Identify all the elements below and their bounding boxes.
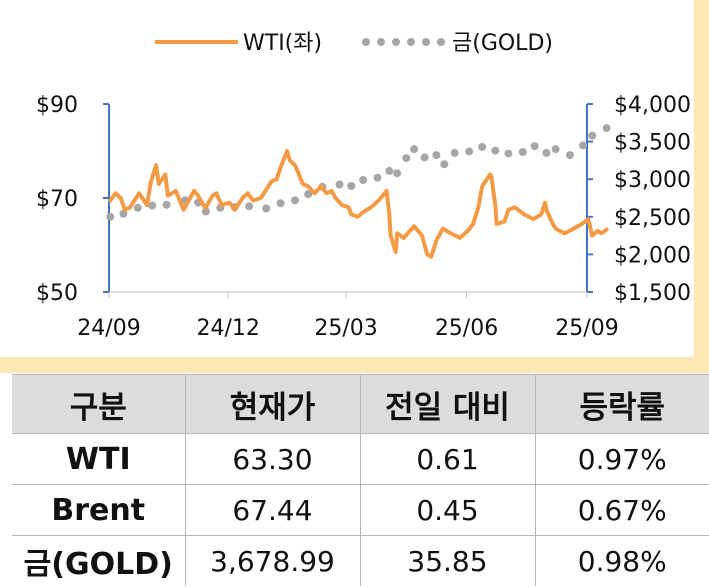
current-price-cell: 3,678.99 — [184, 535, 361, 586]
gold-point — [162, 200, 171, 209]
gold-point — [373, 173, 382, 182]
gold-point — [465, 147, 474, 156]
x-axis-tick-label: 24/12 — [196, 316, 259, 341]
gold-point — [566, 151, 574, 160]
gold-point — [579, 141, 588, 150]
gold-point — [359, 176, 368, 184]
gold-point — [491, 146, 500, 155]
gold-point — [276, 199, 285, 208]
left-axis-tick-label: $50 — [36, 281, 78, 306]
change-rate-cell: 0.98% — [534, 535, 709, 586]
table-row: Brent 67.44 0.45 0.67% — [12, 484, 709, 536]
x-axis-tick-label: 25/09 — [555, 316, 618, 341]
change-cell: 0.45 — [359, 484, 536, 536]
gold-point — [420, 153, 429, 162]
gold-point — [335, 180, 344, 189]
gold-point — [551, 145, 560, 154]
right-axis-tick-label: $2,500 — [614, 206, 691, 231]
header-category: 구분 — [12, 374, 186, 434]
legend-gold-swatch-dot — [407, 38, 415, 46]
gold-point — [119, 209, 128, 218]
gold-point — [291, 196, 299, 205]
right-axis-tick-label: $1,500 — [614, 281, 691, 306]
gold-point — [542, 148, 551, 157]
chart-panel: $90 $70 $50 $4,000 $3,500 $3,000 $2,500 $2,000 $… — [36, 31, 691, 341]
gold-point — [385, 166, 394, 175]
table-row: 금(GOLD) 3,678.99 35.85 0.98% — [12, 535, 709, 586]
gold-point — [450, 148, 459, 157]
chart-separator-band — [0, 357, 709, 373]
left-axis-tick-label: $70 — [36, 187, 78, 212]
gold-point — [440, 160, 449, 169]
gold-point — [402, 154, 411, 163]
legend-gold-label: 금(GOLD) — [452, 31, 553, 56]
change-cell: 35.85 — [359, 535, 536, 586]
gold-point — [393, 169, 402, 178]
right-axis-tick-label: $4,000 — [614, 93, 691, 118]
gold-point — [518, 148, 527, 157]
gold-point — [304, 190, 313, 199]
price-table-wrapper: 구분 현재가 전일 대비 등락률 WTI 63.30 0.61 0.97% Br… — [12, 374, 709, 587]
gold-point — [245, 202, 254, 211]
legend-gold-swatch-dot — [362, 38, 370, 46]
gold-point — [602, 124, 611, 133]
gold-point — [478, 142, 487, 151]
gold-point — [148, 201, 157, 210]
row-label: Brent — [12, 484, 186, 536]
gold-point — [262, 204, 271, 213]
gold-point — [133, 203, 142, 212]
header-change: 전일 대비 — [359, 374, 536, 434]
gold-point — [106, 212, 115, 221]
legend-wti-label: WTI(좌) — [243, 31, 322, 56]
x-axis-tick-label: 25/03 — [314, 316, 377, 341]
current-price-cell: 63.30 — [184, 433, 361, 485]
x-axis-tick-label: 24/09 — [77, 316, 140, 341]
change-rate-cell: 0.97% — [534, 433, 709, 485]
gold-point — [201, 207, 210, 216]
x-axis-tick-label: 25/06 — [435, 316, 498, 341]
wti-line — [108, 149, 609, 259]
current-price-cell: 67.44 — [184, 484, 361, 536]
left-axis-tick-label: $90 — [36, 93, 78, 118]
right-axis-tick-label: $2,000 — [614, 243, 691, 268]
legend-gold-swatch-dot — [377, 38, 385, 46]
right-axis-tick-label: $3,000 — [614, 168, 691, 193]
right-axis-tick-label: $3,500 — [614, 131, 691, 156]
row-label: 금(GOLD) — [12, 535, 186, 586]
gold-point — [504, 149, 513, 158]
legend-gold-swatch-dot — [437, 38, 445, 46]
legend-gold-swatch-dot — [422, 38, 430, 46]
table-row: WTI 63.30 0.61 0.97% — [12, 433, 709, 485]
price-table: 구분 현재가 전일 대비 등락률 WTI 63.30 0.61 0.97% Br… — [12, 374, 709, 586]
header-change-rate: 등락률 — [534, 374, 709, 434]
gold-point — [588, 131, 597, 140]
chart-border-strip — [694, 0, 709, 360]
header-current-price: 현재가 — [184, 374, 361, 434]
gold-point — [432, 151, 441, 160]
change-rate-cell: 0.67% — [534, 484, 709, 536]
gold-point — [410, 145, 419, 154]
gold-point — [530, 142, 539, 151]
gold-point — [347, 182, 356, 190]
legend-gold-swatch-dot — [392, 38, 400, 46]
row-label: WTI — [12, 433, 186, 485]
chart-svg: $90 $70 $50 $4,000 $3,500 $3,000 $2,500 $2,000 $… — [36, 31, 691, 341]
change-cell: 0.61 — [359, 433, 536, 485]
table-header-row: 구분 현재가 전일 대비 등락률 — [12, 374, 709, 434]
